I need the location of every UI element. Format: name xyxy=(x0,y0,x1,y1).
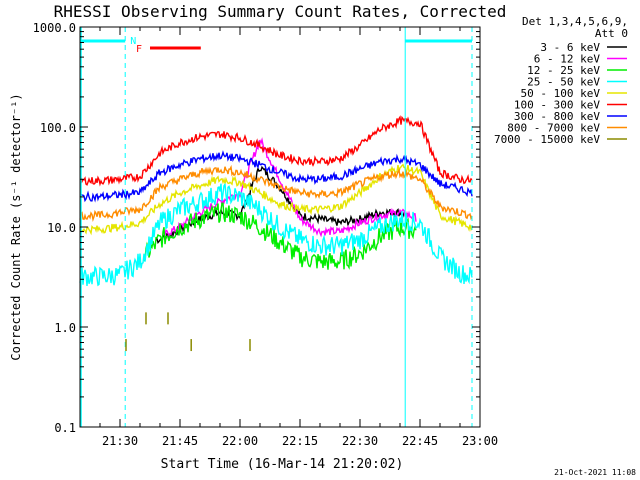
y-tick-label: 0.1 xyxy=(54,421,76,435)
footer-date: 21-Oct-2021 11:08 xyxy=(554,468,636,477)
y-axis-title: Corrected Count Rate (s⁻¹ detector⁻¹) xyxy=(9,93,23,360)
x-tick-label: 21:45 xyxy=(162,434,198,448)
series-line-5 xyxy=(79,163,473,236)
chart-title: RHESSI Observing Summary Count Rates, Co… xyxy=(54,2,507,21)
legend-label: 3 - 6 keV xyxy=(540,41,600,54)
series-layer xyxy=(79,115,473,287)
y-tick-label: 10.0 xyxy=(47,221,76,235)
legend-label: 50 - 100 keV xyxy=(521,87,601,100)
legend-title-line-2: Att 0 xyxy=(595,27,628,40)
legend-label: 7000 - 15000 keV xyxy=(494,133,600,146)
x-tick-label: 22:30 xyxy=(342,434,378,448)
legend-label: 300 - 800 keV xyxy=(514,110,600,123)
legend-label: 12 - 25 keV xyxy=(527,64,600,77)
y-tick-label: 1000.0 xyxy=(33,21,76,35)
legend-label: 800 - 7000 keV xyxy=(507,122,600,135)
y-tick-label: 1.0 xyxy=(54,321,76,335)
legend-label: 6 - 12 keV xyxy=(534,53,601,66)
night-label: N xyxy=(130,36,136,47)
legend-label: 100 - 300 keV xyxy=(514,99,600,112)
x-tick-label: 22:00 xyxy=(222,434,258,448)
x-tick-label: 23:00 xyxy=(462,434,498,448)
series-line-3 xyxy=(143,202,417,270)
series-line-2 xyxy=(163,137,417,238)
legend-title-line-1: Det 1,3,4,5,6,9, xyxy=(522,15,628,28)
series-line-7 xyxy=(79,150,473,203)
series-line-4 xyxy=(79,182,473,287)
x-tick-label: 22:15 xyxy=(282,434,318,448)
flare-label: F xyxy=(136,44,142,55)
x-axis-title: Start Time (16-Mar-14 21:20:02) xyxy=(161,457,404,472)
x-tick-label: 22:45 xyxy=(402,434,438,448)
axis-layer: 0.1 1.0 10.0 100.0 1000.0 21:30 21:45 22:00 22:1… xyxy=(33,21,498,448)
y-tick-label: 100.0 xyxy=(40,121,76,135)
series-line-8 xyxy=(79,164,473,222)
series-line-6 xyxy=(79,115,473,187)
x-tick-label: 21:30 xyxy=(102,434,138,448)
legend-label: 25 - 50 keV xyxy=(527,76,600,89)
